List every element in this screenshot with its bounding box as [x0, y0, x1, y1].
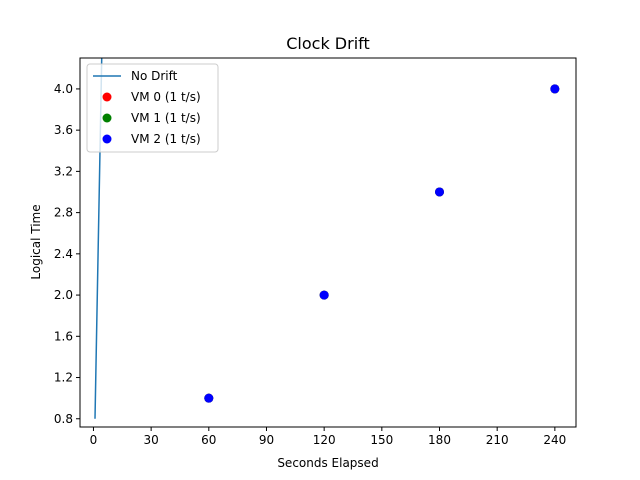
y-tick-label: 1.2: [54, 371, 73, 385]
series-layer: [94, 58, 560, 419]
y-tick-label: 1.6: [54, 329, 73, 343]
x-axis: 0 30 60 90 120 150 180 210 240: [90, 427, 566, 447]
legend-item: VM 1 (1 t/s): [102, 111, 201, 125]
y-tick-label: 3.2: [54, 164, 73, 178]
data-point: [550, 84, 560, 94]
legend-label: VM 1 (1 t/s): [131, 111, 201, 125]
legend-item: VM 2 (1 t/s): [102, 132, 201, 146]
x-tick-label: 30: [143, 433, 158, 447]
y-tick-label: 2.0: [54, 288, 73, 302]
legend-marker-swatch: [102, 92, 112, 102]
y-tick-label: 2.8: [54, 206, 73, 220]
plot-frame: [79, 57, 577, 428]
x-tick-label: 60: [201, 433, 216, 447]
legend-item: No Drift: [93, 69, 178, 83]
legend-label: VM 2 (1 t/s): [131, 132, 201, 146]
x-tick-label: 180: [428, 433, 451, 447]
y-axis-label: Logical Time: [29, 204, 43, 279]
x-tick-label: 120: [313, 433, 336, 447]
legend-label: VM 0 (1 t/s): [131, 90, 201, 104]
y-axis: 0.8 1.2 1.6 2.0 2.4 2.8 3.2 3.6 4.0: [54, 82, 80, 426]
data-point: [319, 290, 329, 300]
chart-title: Clock Drift: [286, 34, 370, 53]
data-point: [204, 393, 214, 403]
x-tick-label: 240: [543, 433, 566, 447]
legend-item: VM 0 (1 t/s): [102, 90, 201, 104]
legend-marker-swatch: [102, 134, 112, 144]
x-tick-label: 210: [486, 433, 509, 447]
y-tick-label: 4.0: [54, 82, 73, 96]
x-tick-label: 90: [259, 433, 274, 447]
legend-label: No Drift: [131, 69, 178, 83]
data-point: [435, 187, 445, 197]
x-tick-label: 150: [370, 433, 393, 447]
series-3: [204, 84, 560, 403]
legend-box: [86, 63, 219, 153]
y-tick-label: 3.6: [54, 123, 73, 137]
legend-marker-swatch: [102, 113, 112, 123]
x-tick-label: 0: [90, 433, 98, 447]
y-tick-label: 2.4: [54, 247, 73, 261]
y-tick-label: 0.8: [54, 412, 73, 426]
x-axis-label: Seconds Elapsed: [277, 456, 378, 470]
legend: No Drift VM 0 (1 t/s) VM 1 (1 t/s) VM 2 (1 …: [86, 63, 219, 153]
